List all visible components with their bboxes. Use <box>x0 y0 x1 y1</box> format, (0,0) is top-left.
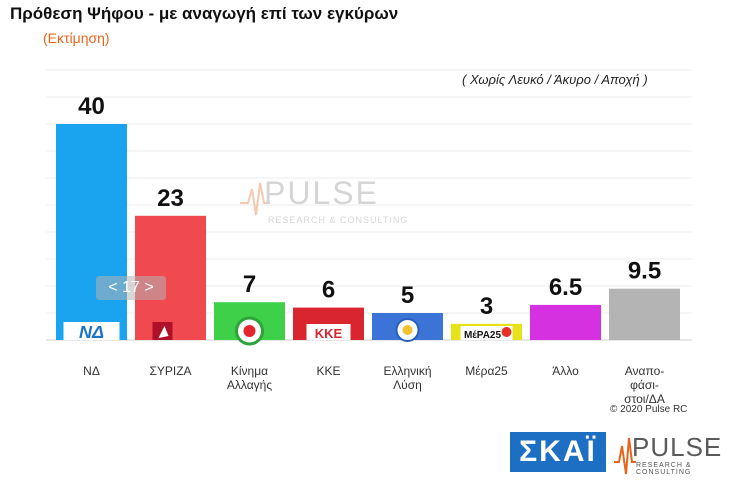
watermark-word: PULSE <box>264 175 379 211</box>
kke-logo-bg <box>306 324 351 340</box>
value-labels: 40 23 7 6 5 3 6.5 9.5 <box>78 93 661 320</box>
bar-value-label: 7 <box>243 271 256 298</box>
pulse-logo-word: PULSE <box>632 432 723 462</box>
bar-value-label: 6.5 <box>549 274 582 301</box>
kke-logo: ΚΚΕ <box>315 326 343 341</box>
bar <box>530 304 601 340</box>
category-label: στοι/ΔΑ <box>624 392 665 406</box>
watermark-tag: RESEARCH & CONSULTING <box>268 215 409 225</box>
category-label: φάσι- <box>630 378 659 392</box>
copyright: © 2020 Pulse RC <box>610 404 688 415</box>
category-label: Αλλαγής <box>227 378 272 392</box>
mera25-logo-bg <box>460 326 513 340</box>
chart-title: Πρόθεση Ψήφου - με αναγωγή επί των εγκύρ… <box>10 4 399 23</box>
nd-logo-bg <box>63 322 120 340</box>
kinal-logo-center <box>243 325 256 337</box>
category-label: ΝΔ <box>83 364 100 378</box>
bar-value-label: 5 <box>401 282 414 309</box>
syriza-star-icon <box>158 326 169 338</box>
category-label: Μέρα25 <box>465 364 508 378</box>
mera25-logo-mark <box>501 327 512 337</box>
mera25-logo: ΜέΡΑ25 <box>464 330 502 341</box>
bar <box>56 124 127 340</box>
chart-subtitle: (Εκτίμηση) <box>43 30 110 46</box>
nd-logo: ΝΔ <box>79 322 104 342</box>
category-label: Λύση <box>393 378 422 392</box>
category-label: ΚΚΕ <box>316 364 340 378</box>
party-logos: ΝΔ ΚΚΕ ΜέΡΑ25 <box>63 316 513 346</box>
pulse-logo: PULSE RESEARCH & CONSULTING <box>614 432 724 476</box>
bar <box>609 288 680 340</box>
category-label: ΣΥΡΙΖΑ <box>149 364 191 378</box>
bar-value-label: 3 <box>480 293 493 320</box>
pulse-wave-icon <box>240 182 270 216</box>
skai-logo: ΣΚΑΪ <box>510 432 606 472</box>
bar-value-label: 9.5 <box>628 258 661 285</box>
category-label: Ελληνική <box>383 364 431 378</box>
bar-value-label: 23 <box>157 185 184 212</box>
chart-note: ( Χωρίς Λευκό / Άκυρο / Αποχή ) <box>462 72 648 87</box>
category-label: Κίνημα <box>231 364 268 378</box>
bars-group <box>56 124 680 340</box>
pulse-watermark: PULSE RESEARCH & CONSULTING <box>240 175 410 235</box>
bar-value-label: 40 <box>78 93 105 120</box>
bar-value-label: 6 <box>322 277 335 304</box>
pulse-logo-tag: RESEARCH & CONSULTING <box>636 462 692 476</box>
elliniki-lysi-logo-center <box>402 325 413 335</box>
pulse-wave-icon <box>614 437 636 475</box>
category-label: Άλλο <box>552 364 579 378</box>
value-slider-overlay[interactable]: < 17 > <box>96 276 166 300</box>
category-label: Αναπο- <box>625 364 665 378</box>
